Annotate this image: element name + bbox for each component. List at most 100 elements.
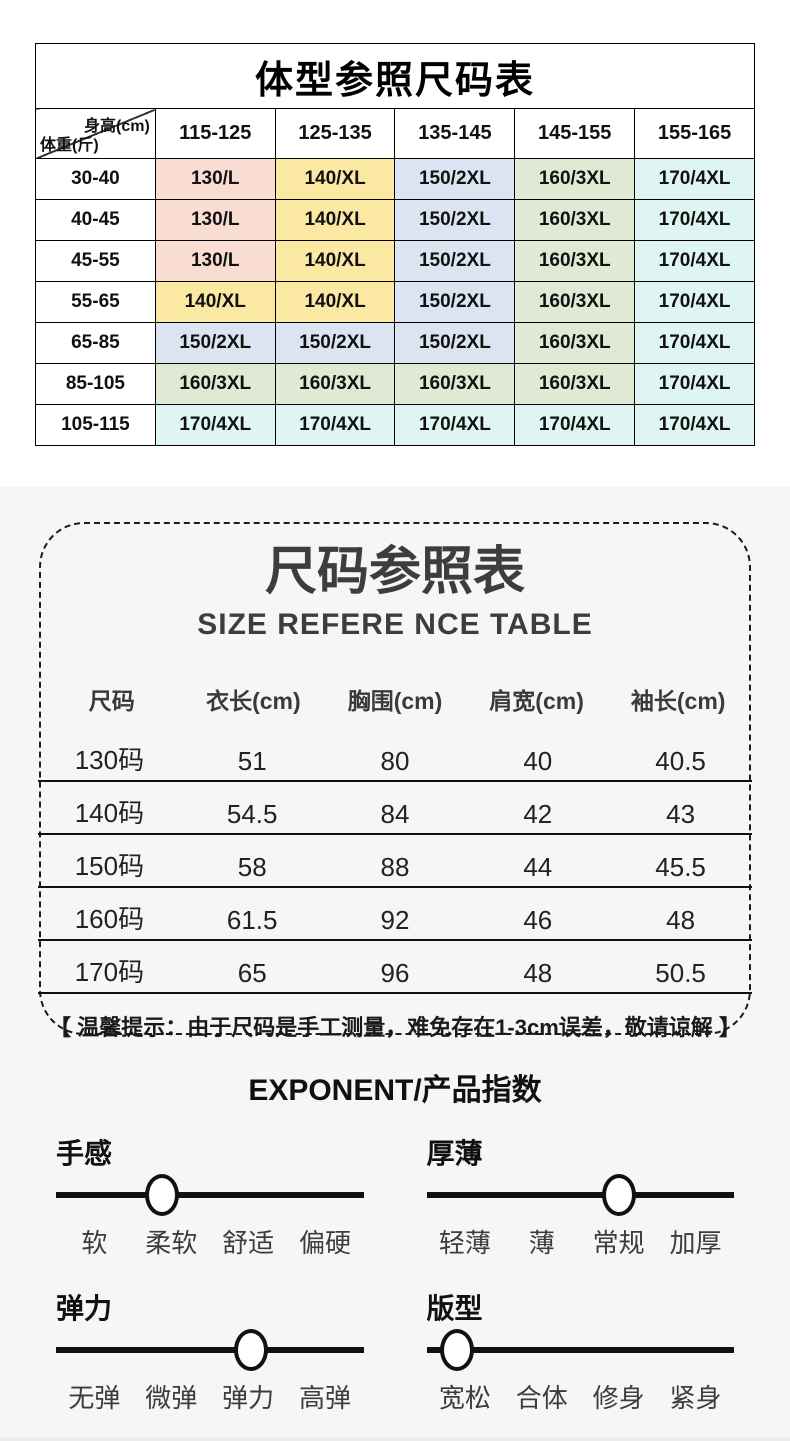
scale-label: 薄 [528,1228,555,1258]
slider-name: 弹力 [56,1293,113,1324]
table-row: 55-65 140/XL 140/XL 150/2XL 160/3XL 170/… [35,281,755,323]
table-row: 140码 54.5 84 42 43 [38,782,752,835]
scale-label: 轻薄 [438,1228,491,1258]
size-label: 130码 [74,745,145,775]
size-column-header: 衣长(cm) [206,688,301,714]
size-cell: 160/3XL [514,158,636,200]
size-cell: 170/4XL [514,404,636,446]
slider-line [56,1192,364,1198]
body-type-table: 体型参照尺码表 身高(cm) 体重(斤) 115-125 125-135 135… [35,43,755,446]
size-reference-card: 尺码参照表 SIZE REFERE NCE TABLE 尺码 衣长(cm) 胸围… [38,522,752,1040]
scale-label: 宽松 [438,1383,491,1413]
table-row: 160码 61.5 92 46 48 [38,888,752,941]
slider-track [56,1173,364,1217]
table-row: 65-85 150/2XL 150/2XL 150/2XL 160/3XL 17… [35,322,755,364]
size-cell: 170/4XL [634,363,755,405]
slider-line [426,1192,734,1198]
weight-range: 85-105 [35,363,156,405]
table-row: 170码 65 96 48 50.5 [38,941,752,994]
scale-label: 加厚 [669,1228,722,1258]
chest-value: 84 [380,799,410,829]
table-row: 105-115 170/4XL 170/4XL 170/4XL 170/4XL … [35,404,755,446]
slider-group-elasticity: 弹力 无弹 微弹 弹力 高弹 [56,1292,364,1415]
table-row: 130码 51 80 40 40.5 [38,716,752,782]
size-cell: 160/3XL [514,322,636,364]
sleeve-value: 45.5 [655,852,706,882]
scale-label: 微弹 [145,1383,198,1413]
weight-range: 40-45 [35,199,156,241]
exponent-heading: EXPONENT/产品指数 [248,1074,542,1107]
height-header: 125-135 [274,108,396,159]
size-reference-section: 尺码参照表 SIZE REFERE NCE TABLE 尺码 衣长(cm) 胸围… [0,487,790,1441]
size-cell: 160/3XL [394,363,516,405]
table-row: 45-55 130/L 140/XL 150/2XL 160/3XL 170/4… [35,240,755,282]
table-row: 30-40 130/L 140/XL 150/2XL 160/3XL 170/4… [35,158,755,200]
length-value: 58 [237,852,267,882]
scale-label: 无弹 [68,1383,121,1413]
size-table-body: 130码 51 80 40 40.5 140码 54.5 84 42 43 15… [38,716,752,994]
diagonal-header-cell: 身高(cm) 体重(斤) [35,108,156,159]
size-cell: 170/4XL [634,240,755,282]
scale-label: 合体 [515,1383,568,1413]
chest-value: 80 [380,746,410,776]
height-axis-label: 身高(cm) [84,118,150,135]
height-header: 145-155 [514,108,636,159]
page-bottom-divider [0,1437,790,1441]
weight-range: 30-40 [35,158,156,200]
size-cell: 150/2XL [394,322,516,364]
sleeve-value: 48 [666,905,696,935]
size-cell: 150/2XL [394,240,516,282]
size-label: 160码 [74,904,145,934]
size-cell: 170/4XL [394,404,516,446]
height-header: 135-145 [394,108,516,159]
size-table-title: 尺码参照表 [264,543,525,601]
scale-label: 弹力 [222,1383,275,1413]
size-cell: 170/4XL [274,404,396,446]
length-value: 61.5 [226,905,278,935]
size-cell: 140/XL [274,240,396,282]
sleeve-value: 50.5 [655,958,706,988]
size-table-subtitle: SIZE REFERE NCE TABLE [197,608,593,641]
slider-track [426,1328,734,1372]
slider-knob [601,1174,636,1216]
slider-knob [145,1174,180,1216]
height-header: 115-125 [154,108,276,159]
scale-label: 修身 [592,1383,645,1413]
weight-axis-label: 体重(斤) [40,137,99,154]
size-table-header-row: 尺码 衣长(cm) 胸围(cm) 肩宽(cm) 袖长(cm) [41,682,749,716]
size-label: 140码 [74,798,145,828]
size-cell: 150/2XL [394,158,516,200]
size-cell: 160/3XL [274,363,396,405]
size-cell: 150/2XL [394,199,516,241]
slider-name: 厚薄 [426,1138,483,1169]
scale-label: 柔软 [145,1228,198,1258]
scale-label: 常规 [592,1228,645,1258]
weight-range: 55-65 [35,281,156,323]
body-type-table-title: 体型参照尺码表 [35,43,755,109]
chest-value: 92 [380,905,410,935]
slider-scale-labels: 无弹 微弹 弹力 高弹 [56,1378,364,1415]
slider-name: 手感 [56,1138,113,1169]
slider-scale-labels: 宽松 合体 修身 紧身 [427,1378,735,1415]
size-column-header: 胸围(cm) [347,688,443,714]
sleeve-value: 40.5 [655,746,706,776]
slider-knob [440,1329,475,1371]
length-value: 65 [237,958,267,988]
scale-label: 紧身 [669,1383,722,1413]
slider-name: 版型 [426,1293,483,1324]
size-label: 150码 [74,851,145,881]
slider-track [426,1173,734,1217]
scale-label: 软 [81,1228,108,1258]
size-cell: 170/4XL [634,199,755,241]
chest-value: 88 [380,852,410,882]
size-column-header: 肩宽(cm) [489,688,584,714]
height-header: 155-165 [634,108,755,159]
size-cell: 140/XL [274,281,396,323]
scale-label: 舒适 [222,1228,275,1258]
shoulder-value: 48 [523,958,553,988]
chest-value: 96 [380,958,410,988]
table-row: 身高(cm) 体重(斤) 115-125 125-135 135-145 145… [35,108,755,159]
slider-group-hand-feel: 手感 软 柔软 舒适 偏硬 [56,1137,364,1260]
slider-group-thickness: 厚薄 轻薄 薄 常规 加厚 [426,1137,735,1260]
slider-scale-labels: 轻薄 薄 常规 加厚 [427,1223,735,1260]
